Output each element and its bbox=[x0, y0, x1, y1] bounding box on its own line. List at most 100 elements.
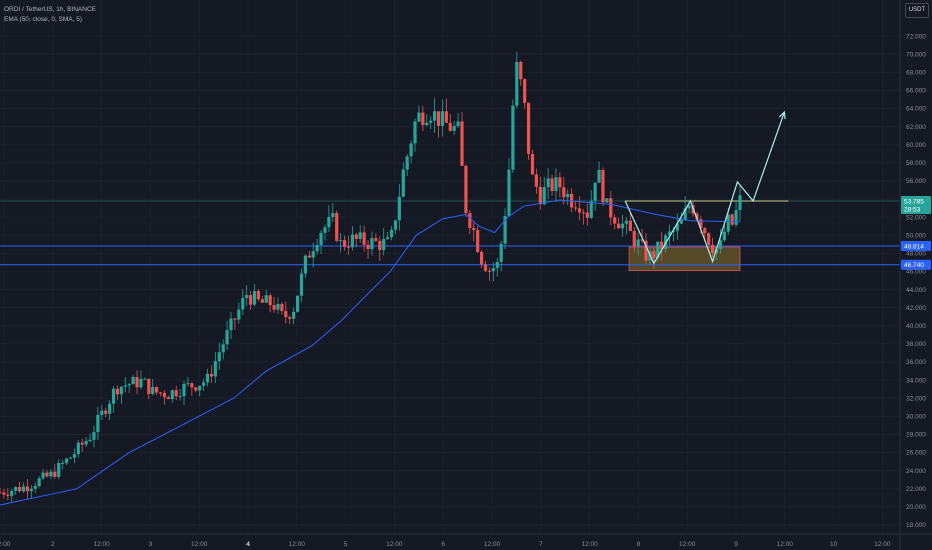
candle-body bbox=[483, 264, 488, 271]
candle-body bbox=[370, 238, 374, 250]
candle-body bbox=[499, 243, 503, 262]
candle-body bbox=[507, 169, 511, 216]
candle-body bbox=[6, 494, 10, 496]
candle-body bbox=[307, 255, 311, 258]
candle-body bbox=[695, 213, 699, 220]
candle-body bbox=[452, 126, 456, 131]
price-tick-label: 48.000 bbox=[906, 251, 926, 258]
candle-body bbox=[558, 177, 562, 188]
candle-body bbox=[88, 439, 92, 442]
level-upper-tag-bg bbox=[901, 240, 931, 251]
candle-body bbox=[448, 122, 452, 131]
candle-body bbox=[198, 385, 202, 391]
price-tick-label: 26.000 bbox=[906, 450, 926, 457]
time-tick-label: 12:00 bbox=[386, 541, 403, 548]
candle-body bbox=[703, 228, 707, 234]
time-tick-label: 12:00 bbox=[777, 541, 794, 548]
candle-body bbox=[49, 471, 53, 477]
time-tick-label: 5 bbox=[344, 541, 348, 548]
price-tick-label: 52.000 bbox=[906, 214, 926, 221]
candle-body bbox=[358, 232, 362, 239]
candle-body bbox=[624, 220, 629, 224]
candle-body bbox=[72, 454, 76, 458]
candle-body bbox=[319, 232, 323, 246]
price-tick-label: 66.000 bbox=[906, 88, 926, 95]
candle-body bbox=[14, 487, 18, 491]
price-axis-panel[interactable] bbox=[900, 0, 932, 550]
candle-body bbox=[640, 239, 644, 241]
price-tick-label: 44.000 bbox=[906, 287, 926, 294]
last-price-tag-countdown: 28:53 bbox=[904, 206, 921, 213]
candle-body bbox=[589, 200, 593, 218]
candle-body bbox=[468, 213, 472, 228]
last-price-tag-bg bbox=[901, 195, 931, 214]
time-tick-label: 2:00 bbox=[0, 541, 11, 548]
candle-body bbox=[609, 198, 613, 218]
candle-body bbox=[111, 388, 116, 404]
candle-body bbox=[636, 239, 640, 247]
candle-body bbox=[429, 120, 433, 123]
candle-body bbox=[679, 219, 683, 224]
candle-body bbox=[323, 227, 327, 233]
price-tick-label: 38.000 bbox=[906, 341, 926, 348]
candle-body bbox=[53, 471, 57, 477]
candle-body bbox=[687, 205, 691, 209]
candle-body bbox=[194, 387, 198, 391]
candle-body bbox=[221, 344, 225, 353]
candle-body bbox=[386, 237, 390, 239]
time-tick-label: 12:00 bbox=[874, 541, 891, 548]
time-tick-label: 7 bbox=[539, 541, 543, 548]
candle-body bbox=[268, 295, 272, 306]
candle-body bbox=[433, 111, 437, 121]
candle-body bbox=[722, 231, 726, 241]
candle-body bbox=[476, 230, 480, 252]
candle-body bbox=[620, 223, 625, 229]
candle-body bbox=[613, 217, 617, 224]
candle-body bbox=[115, 388, 120, 395]
candle-body bbox=[393, 220, 398, 230]
candle-body bbox=[342, 240, 347, 247]
time-tick-label: 6 bbox=[441, 541, 445, 548]
candle-body bbox=[237, 309, 241, 320]
time-tick-label: 12:00 bbox=[289, 541, 306, 548]
level-lower-tag: 46.740 bbox=[904, 262, 924, 269]
ema-line bbox=[0, 199, 741, 506]
candle-body bbox=[295, 295, 300, 312]
candle-body bbox=[378, 240, 382, 251]
candle-body bbox=[660, 241, 664, 249]
time-tick-label: 2 bbox=[51, 541, 55, 548]
candle-body bbox=[726, 214, 730, 232]
chart-legend: ORDI / TetherUS, 1h, BINANCE EMA (50, cl… bbox=[4, 5, 96, 25]
time-tick-label: 12:00 bbox=[581, 541, 598, 548]
time-tick-label: 10 bbox=[830, 541, 838, 548]
candle-body bbox=[397, 196, 401, 221]
candle-body bbox=[632, 230, 636, 247]
candle-body bbox=[21, 486, 26, 492]
candle-body bbox=[272, 305, 276, 310]
candle-body bbox=[201, 382, 206, 386]
candle-body bbox=[738, 195, 742, 211]
candle-body bbox=[534, 174, 539, 187]
indicator-label[interactable]: EMA (50, close, 0, SMA, 5) bbox=[4, 16, 83, 23]
candle-body bbox=[76, 442, 80, 455]
candle-body bbox=[280, 303, 284, 312]
symbol-title[interactable]: ORDI / TetherUS, 1h, BINANCE bbox=[4, 6, 96, 13]
time-tick-label: 12:00 bbox=[484, 541, 501, 548]
price-tick-label: 60.000 bbox=[906, 142, 926, 149]
candle-body bbox=[303, 255, 307, 274]
price-tick-label: 50.000 bbox=[906, 232, 926, 239]
candle-body bbox=[225, 330, 229, 345]
price-tick-label: 36.000 bbox=[906, 359, 926, 366]
candle-body bbox=[346, 246, 351, 248]
projection-path bbox=[624, 110, 786, 265]
candle-body bbox=[276, 303, 280, 310]
projection-polyline[interactable] bbox=[624, 111, 785, 265]
candle-body bbox=[550, 178, 554, 191]
candle-body bbox=[573, 207, 578, 209]
candle-body bbox=[718, 240, 723, 249]
candle-body bbox=[155, 386, 159, 393]
currency-button[interactable]: USDT bbox=[905, 3, 929, 18]
candle-body bbox=[64, 458, 69, 463]
candle-body bbox=[174, 390, 178, 397]
